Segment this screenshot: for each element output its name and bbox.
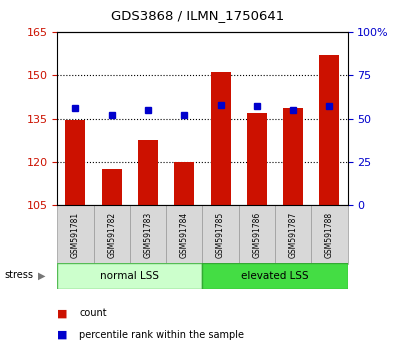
Text: GSM591785: GSM591785 (216, 211, 225, 258)
Text: GSM591782: GSM591782 (107, 211, 116, 258)
Bar (320, 55, 339, 205)
Text: ■: ■ (57, 330, 68, 339)
Bar (211, 72, 231, 205)
Bar (66, 120, 85, 205)
Bar (283, 108, 303, 205)
Text: GSM591781: GSM591781 (71, 211, 80, 258)
Bar (130, 205, 166, 264)
Text: GSM591783: GSM591783 (143, 211, 152, 258)
Bar (247, 113, 267, 205)
Bar (166, 205, 203, 264)
Text: stress: stress (4, 270, 33, 280)
Bar (94, 205, 130, 264)
Bar (57, 263, 202, 289)
Text: GSM591787: GSM591787 (289, 211, 298, 258)
Text: GSM591784: GSM591784 (180, 211, 189, 258)
Bar (239, 205, 275, 264)
Bar (311, 205, 348, 264)
Text: ▶: ▶ (38, 270, 45, 280)
Text: count: count (79, 308, 107, 318)
Text: ■: ■ (57, 308, 68, 318)
Text: percentile rank within the sample: percentile rank within the sample (79, 330, 244, 339)
Bar (174, 162, 194, 205)
Text: GDS3868 / ILMN_1750641: GDS3868 / ILMN_1750641 (111, 10, 284, 22)
Bar (57, 205, 94, 264)
Bar (275, 205, 311, 264)
Text: GSM591786: GSM591786 (252, 211, 261, 258)
Text: elevated LSS: elevated LSS (241, 271, 309, 281)
Bar (102, 169, 122, 205)
Bar (138, 140, 158, 205)
Text: normal LSS: normal LSS (100, 271, 159, 281)
Bar (202, 205, 239, 264)
Bar (202, 263, 348, 289)
Text: GSM591788: GSM591788 (325, 211, 334, 258)
